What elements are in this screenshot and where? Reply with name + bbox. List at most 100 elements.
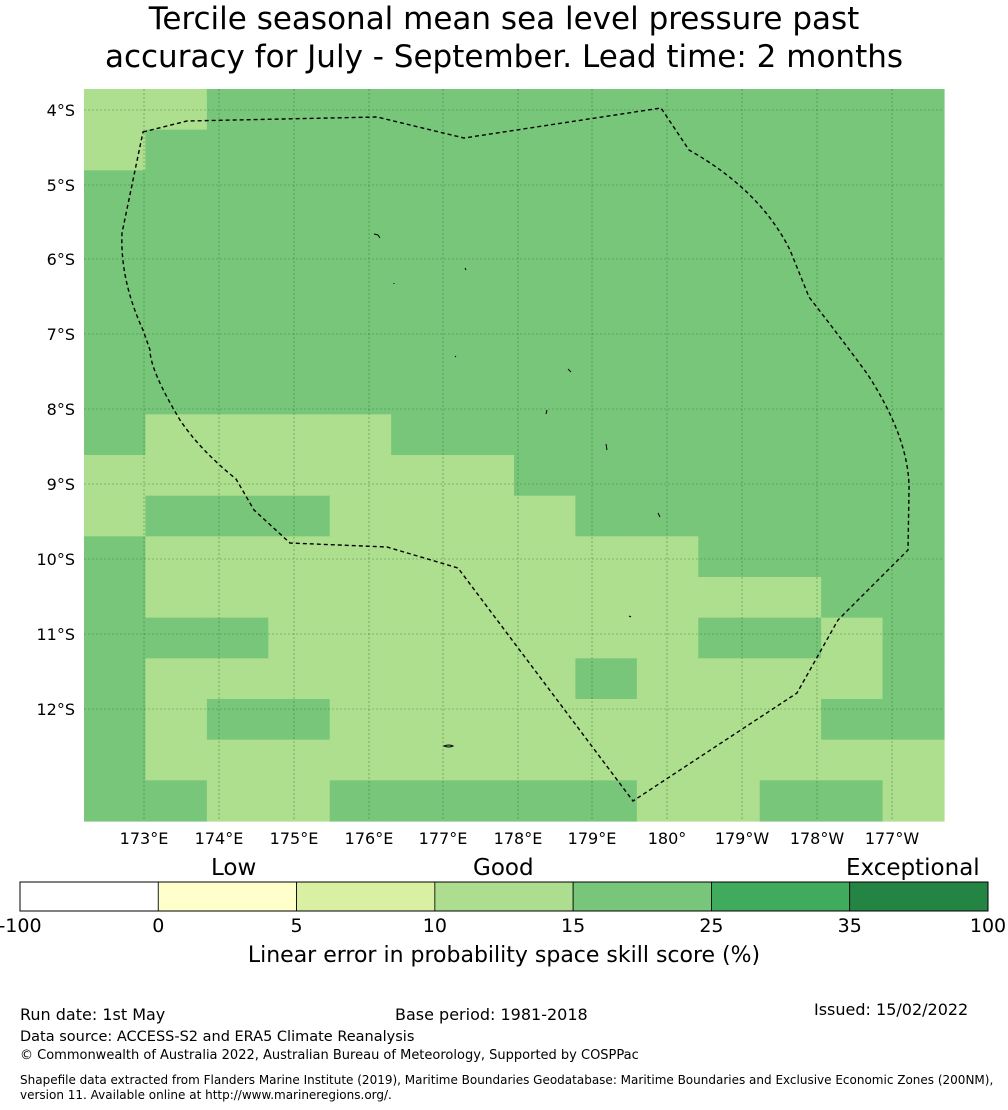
grid-cell [84, 414, 147, 456]
grid-cell [145, 170, 208, 212]
grid-cell [882, 536, 945, 578]
island [628, 615, 632, 618]
island [605, 443, 608, 451]
grid-cell [84, 577, 147, 619]
grid-cell [206, 699, 269, 741]
grid-cell [636, 211, 699, 253]
grid-cell [821, 455, 884, 497]
grid-cell [206, 170, 269, 212]
grid-cell [636, 292, 699, 334]
grid-cell [514, 170, 577, 212]
grid-cell [329, 739, 392, 781]
grid-cell [821, 414, 884, 456]
grid-cell [268, 373, 331, 415]
grid-cell [329, 129, 392, 171]
grid-cell [206, 739, 269, 781]
grid-cell [329, 536, 392, 578]
grid-cell [882, 495, 945, 537]
grid-cell [268, 414, 331, 456]
grid-cell [514, 414, 577, 456]
grid-cell [882, 89, 945, 131]
grid-cell [391, 658, 454, 700]
colorbar-tick-label: 10 [423, 915, 447, 937]
grid-cell [206, 536, 269, 578]
grid-cell [452, 536, 515, 578]
grid-cell [452, 333, 515, 375]
colorbar-tick-label: 100 [970, 915, 1006, 937]
grid-cell [514, 89, 577, 131]
grid-cell [391, 617, 454, 659]
island [464, 267, 467, 271]
graticule [84, 89, 944, 821]
grid-cell [882, 658, 945, 700]
grid-cell [575, 89, 638, 131]
grid-cell [882, 333, 945, 375]
category-exceptional: Exceptional [846, 855, 980, 881]
grid-cell [268, 739, 331, 781]
grid-cell [268, 699, 331, 741]
grid-cell [145, 699, 208, 741]
grid-cell [759, 739, 822, 781]
grid-cell [206, 333, 269, 375]
grid-cell [391, 333, 454, 375]
grid-cell [514, 739, 577, 781]
grid-cell [759, 699, 822, 741]
grid-cell [759, 129, 822, 171]
grid-cell [882, 739, 945, 781]
grid-cell [636, 414, 699, 456]
grid-cell [84, 211, 147, 253]
grid-cell [329, 658, 392, 700]
colorbar-ticks: -100 0 5 10 15 25 35 100 [0, 915, 1006, 937]
grid-cell [698, 211, 761, 253]
lon-label: 177°W [865, 829, 920, 848]
grid-cell [329, 170, 392, 212]
grid-cell [636, 251, 699, 293]
grid-cell [698, 373, 761, 415]
grid-cell [452, 211, 515, 253]
grid-cell [84, 89, 147, 131]
grid-cell [882, 170, 945, 212]
grid-cell [636, 658, 699, 700]
eez-boundary [121, 107, 910, 802]
grid-cell [329, 373, 392, 415]
grid-cell [514, 577, 577, 619]
grid-cell [206, 251, 269, 293]
grid-cell [452, 617, 515, 659]
islands [373, 233, 661, 748]
grid-cell [759, 414, 822, 456]
grid-cell [84, 739, 147, 781]
grid-cell [759, 536, 822, 578]
issued-date: Issued: 15/02/2022 [814, 1000, 969, 1019]
grid-cell [268, 658, 331, 700]
grid-cell [329, 577, 392, 619]
grid-cell [329, 495, 392, 537]
grid-cell [759, 658, 822, 700]
island [373, 233, 381, 239]
grid-cell [636, 373, 699, 415]
grid-cell [145, 373, 208, 415]
colorbar-segment [157, 881, 297, 912]
grid-cell [452, 699, 515, 741]
grid-cell [882, 251, 945, 293]
grid-cell [575, 292, 638, 334]
grid-cell [698, 577, 761, 619]
grid-cell [698, 658, 761, 700]
grid-cell [821, 536, 884, 578]
grid-cell [391, 89, 454, 131]
lat-label: 11°S [36, 625, 75, 644]
lon-label: 178°W [790, 829, 845, 848]
grid-cell [391, 455, 454, 497]
grid-cell [514, 333, 577, 375]
grid-cell [575, 129, 638, 171]
grid-cell [84, 292, 147, 334]
grid-cell [575, 333, 638, 375]
grid-cell [821, 699, 884, 741]
grid-cell [145, 251, 208, 293]
category-low: Low [211, 855, 257, 881]
grid-cell [452, 89, 515, 131]
grid-cell [759, 455, 822, 497]
grid-cell [698, 617, 761, 659]
lat-label: 8°S [47, 400, 75, 419]
grid-cell [575, 211, 638, 253]
grid-cell [636, 780, 699, 822]
